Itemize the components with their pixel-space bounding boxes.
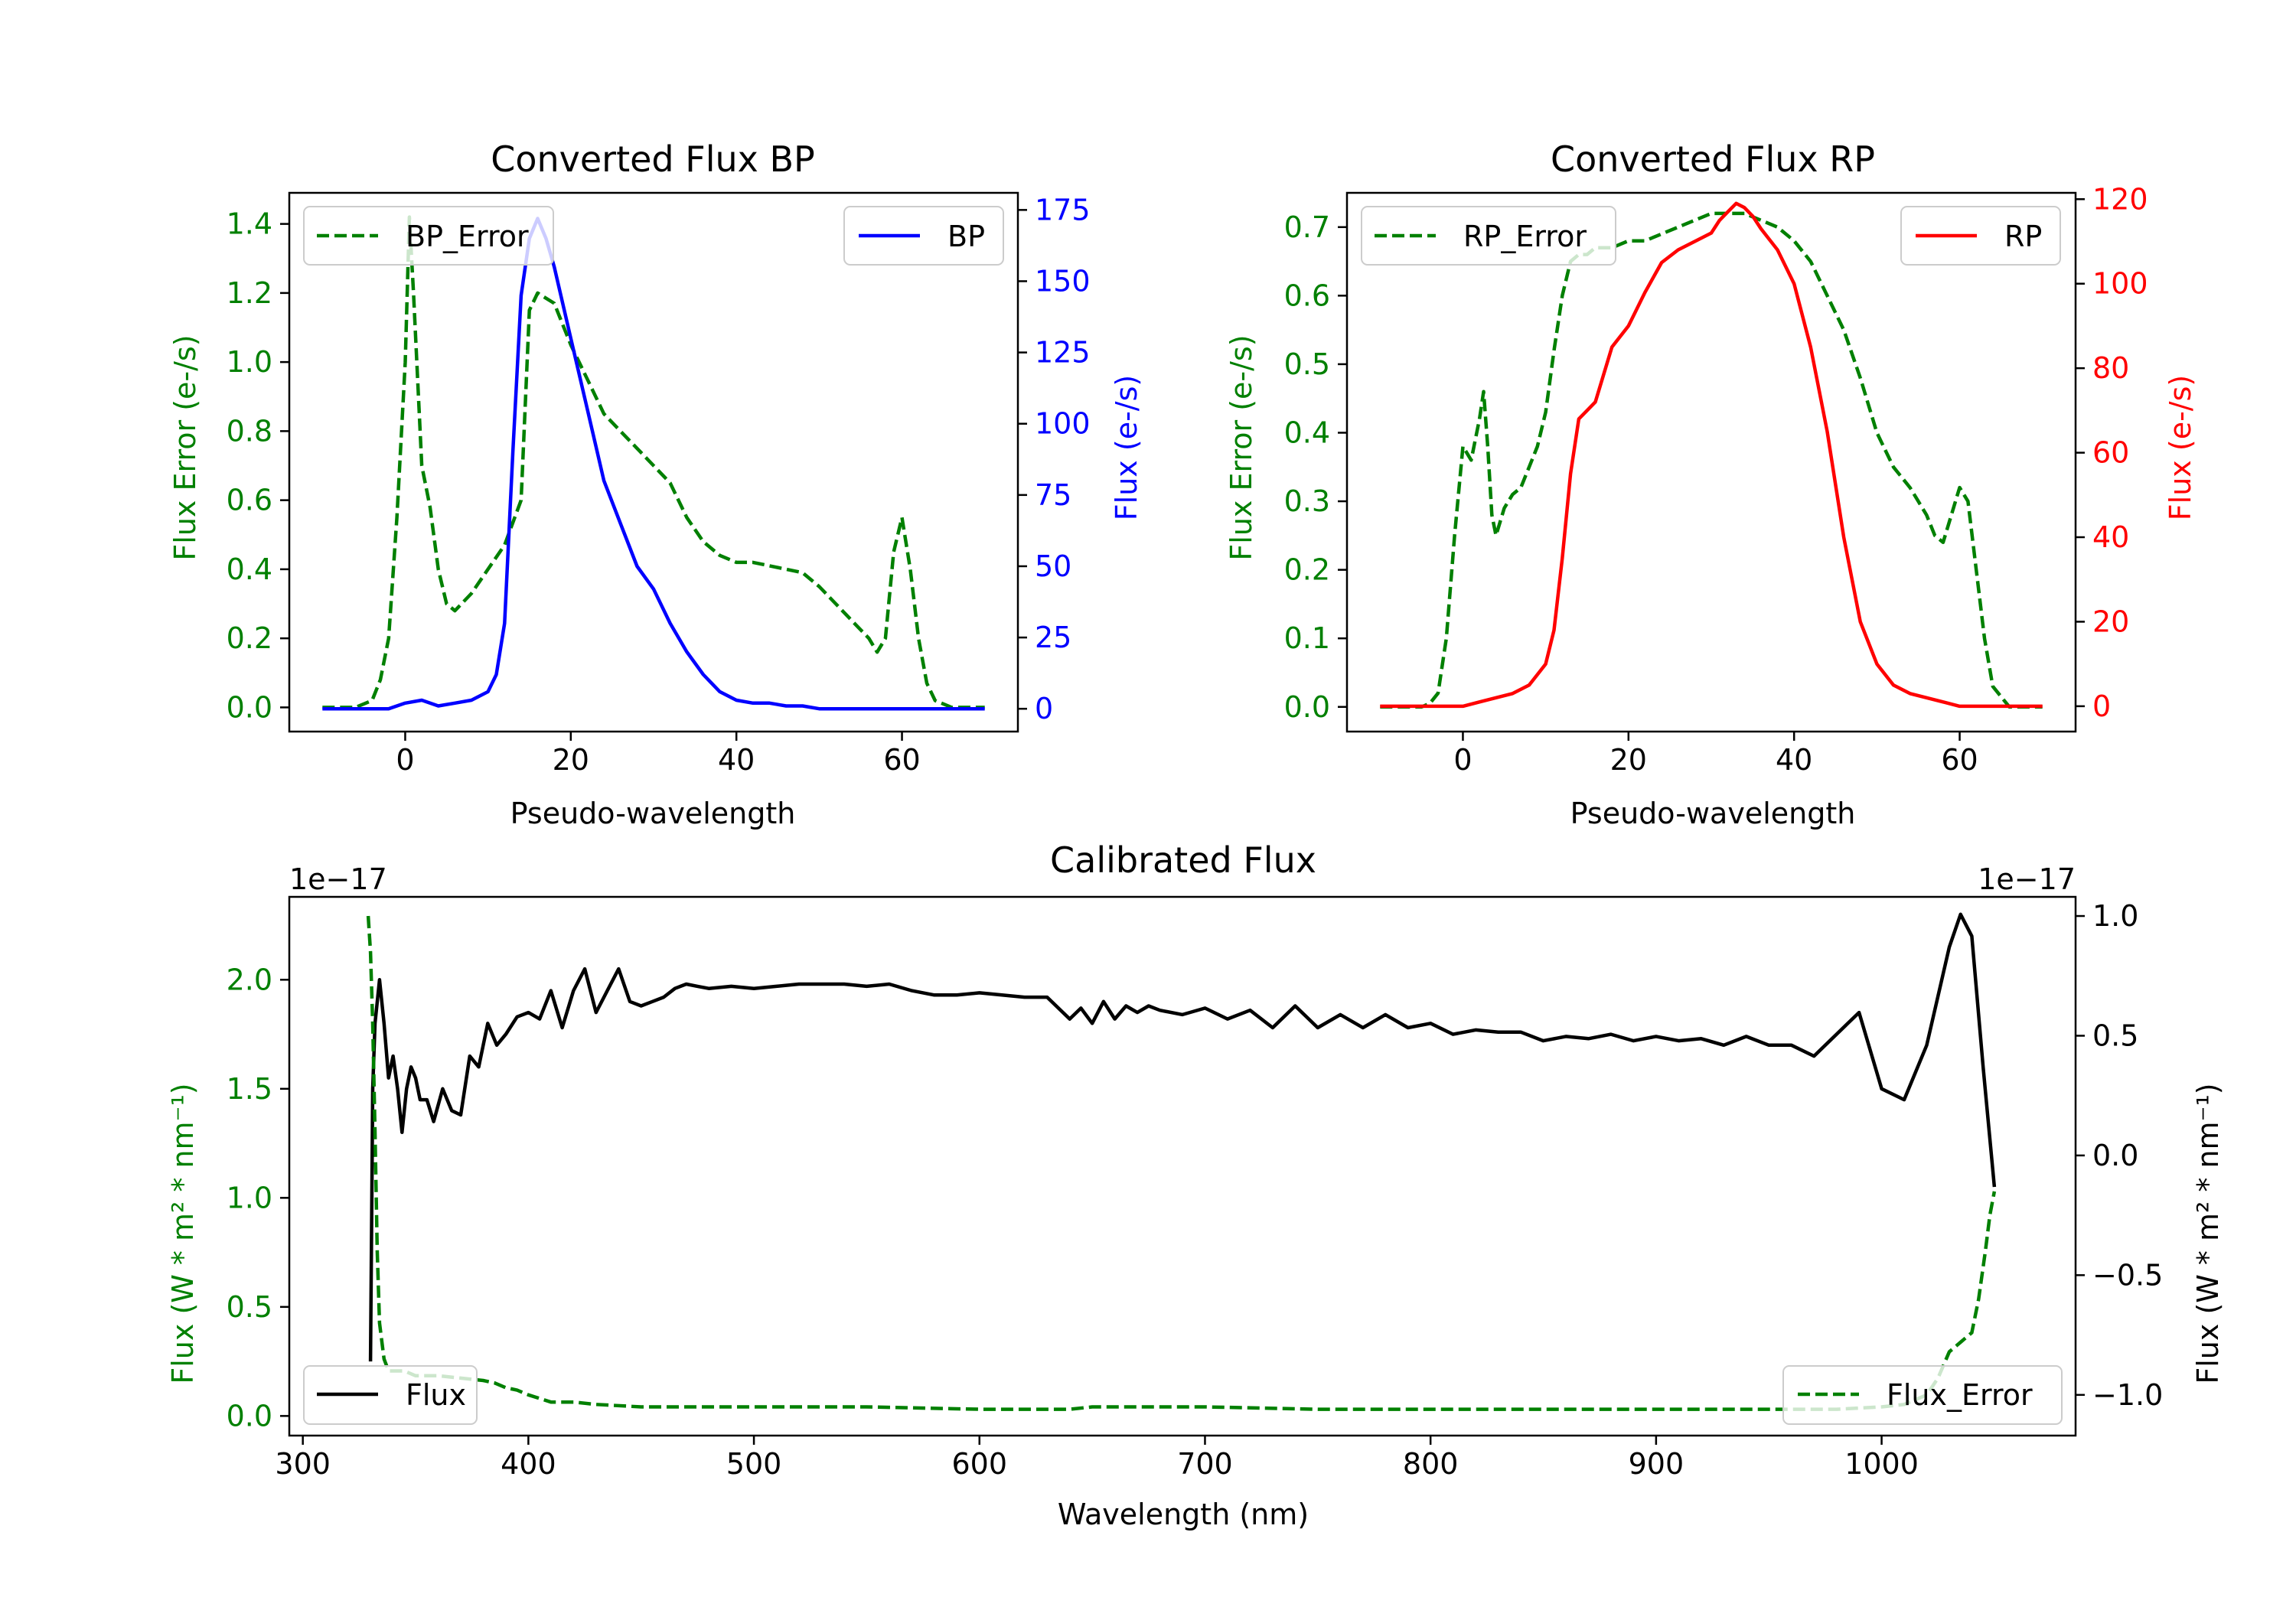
cal-xtick-label: 300 bbox=[275, 1447, 331, 1481]
rp-series-rp-error-line bbox=[1380, 211, 2043, 709]
cal-ytick-left-label: 0.0 bbox=[227, 1399, 272, 1433]
bp-xtick-label: 60 bbox=[883, 743, 920, 777]
rp-ytick-right-label: 60 bbox=[2092, 436, 2129, 470]
cal-ytick-right-label: 0.0 bbox=[2092, 1139, 2138, 1172]
cal-xtick-label: 700 bbox=[1177, 1447, 1233, 1481]
cal-xlabel: Wavelength (nm) bbox=[1058, 1498, 1309, 1531]
rp-ytick-right-label: 120 bbox=[2092, 182, 2148, 216]
bp-ytick-left-label: 1.4 bbox=[227, 207, 272, 241]
bp-ytick-left-label: 0.6 bbox=[227, 484, 272, 517]
bp-ytick-left-label: 1.2 bbox=[227, 276, 272, 310]
cal-xtick-label: 1000 bbox=[1844, 1447, 1919, 1481]
cal-ytick-right-label: −0.5 bbox=[2092, 1258, 2163, 1292]
bp-ytick-right-label: 25 bbox=[1035, 621, 1071, 654]
rp-xtick-label: 60 bbox=[1941, 743, 1978, 777]
rp-ytick-right-label: 80 bbox=[2092, 351, 2129, 385]
bp-ytick-right-label: 125 bbox=[1035, 336, 1091, 370]
bp-xtick-label: 20 bbox=[553, 743, 589, 777]
bp-ytick-right-label: 50 bbox=[1035, 549, 1071, 583]
bp-ytick-right-label: 75 bbox=[1035, 478, 1071, 512]
panel-rp: Converted Flux RP Pseudo-wavelength Flux… bbox=[1225, 139, 2197, 830]
bp-xtick-label: 40 bbox=[718, 743, 755, 777]
bp-ytick-right-label: 175 bbox=[1035, 193, 1091, 227]
cal-ytick-right-label: 1.0 bbox=[2092, 899, 2138, 933]
cal-xtick-label: 800 bbox=[1403, 1447, 1459, 1481]
cal-frame bbox=[288, 895, 2077, 1437]
rp-frame bbox=[1345, 191, 2077, 733]
cal-ytick-left-label: 1.0 bbox=[227, 1181, 272, 1214]
rp-ytick-right-label: 100 bbox=[2092, 267, 2148, 301]
rp-series-rp-line bbox=[1380, 201, 2043, 709]
rp-ytick-left-label: 0.4 bbox=[1284, 416, 1330, 449]
rp-ytick-left-label: 0.0 bbox=[1284, 690, 1330, 724]
bp-ytick-right-label: 0 bbox=[1035, 692, 1053, 725]
bp-ylabel-left: Flux Error (e-/s) bbox=[168, 334, 202, 560]
bp-legend-error-label: BP_Error bbox=[406, 220, 529, 253]
bp-ytick-right-label: 100 bbox=[1035, 407, 1091, 441]
cal-title: Calibrated Flux bbox=[1050, 839, 1316, 881]
bp-series-bp-error-line bbox=[322, 215, 985, 709]
rp-xlabel: Pseudo-wavelength bbox=[1570, 797, 1856, 830]
bp-legend-flux-label: BP bbox=[947, 220, 985, 253]
cal-xtick-label: 400 bbox=[501, 1447, 556, 1481]
bp-ytick-right-label: 150 bbox=[1035, 264, 1091, 298]
rp-ytick-left-label: 0.1 bbox=[1284, 621, 1330, 655]
cal-ylabel-right: Flux (W * m² * nm⁻¹) bbox=[2191, 1083, 2225, 1384]
rp-xtick-label: 0 bbox=[1453, 743, 1472, 777]
cal-legend-left: Flux bbox=[303, 1365, 478, 1425]
cal-legend-right: Flux_Error bbox=[1782, 1365, 2063, 1425]
cal-xtick-label: 600 bbox=[952, 1447, 1008, 1481]
bp-ytick-left-label: 1.0 bbox=[227, 345, 272, 379]
cal-legend-error-label: Flux_Error bbox=[1887, 1378, 2033, 1412]
rp-ytick-right-label: 0 bbox=[2092, 689, 2111, 723]
rp-ylabel-right: Flux (e-/s) bbox=[2164, 375, 2197, 520]
panel-bp: Converted Flux BP Pseudo-wavelength Flux… bbox=[168, 139, 1143, 830]
cal-legend-flux-label: Flux bbox=[406, 1378, 466, 1412]
bp-frame bbox=[288, 191, 1019, 733]
cal-series-flux-line bbox=[368, 912, 1997, 1362]
rp-ytick-right-label: 20 bbox=[2092, 605, 2129, 638]
bp-xtick-label: 0 bbox=[396, 743, 414, 777]
cal-offset-left: 1e−17 bbox=[289, 862, 387, 896]
rp-ytick-left-label: 0.7 bbox=[1284, 210, 1330, 244]
rp-legend-flux-label: RP bbox=[2004, 220, 2042, 253]
rp-ytick-left-label: 0.3 bbox=[1284, 484, 1330, 518]
cal-ytick-left-label: 1.5 bbox=[227, 1072, 272, 1106]
bp-legend-right: BP bbox=[843, 206, 1004, 266]
bp-series-bp-line bbox=[322, 217, 985, 711]
rp-ytick-left-label: 0.5 bbox=[1284, 347, 1330, 381]
panel-calibrated: Calibrated Flux Wavelength (nm) Flux (W … bbox=[166, 839, 2225, 1531]
rp-ytick-right-label: 40 bbox=[2092, 520, 2129, 554]
bp-title: Converted Flux BP bbox=[491, 139, 815, 180]
cal-offset-right: 1e−17 bbox=[1978, 862, 2076, 896]
bp-ytick-left-label: 0.2 bbox=[227, 621, 272, 655]
rp-xtick-label: 40 bbox=[1776, 743, 1812, 777]
bp-legend-left: BP_Error bbox=[303, 206, 554, 266]
rp-legend-left: RP_Error bbox=[1361, 206, 1616, 266]
rp-ylabel-left: Flux Error (e-/s) bbox=[1225, 334, 1258, 560]
bp-ylabel-right: Flux (e-/s) bbox=[1110, 375, 1143, 520]
cal-xtick-label: 500 bbox=[726, 1447, 782, 1481]
rp-legend-right: RP bbox=[1900, 206, 2061, 266]
rp-ytick-left-label: 0.2 bbox=[1284, 553, 1330, 587]
cal-xtick-label: 900 bbox=[1629, 1447, 1684, 1481]
cal-ytick-right-label: −1.0 bbox=[2092, 1378, 2163, 1412]
rp-title: Converted Flux RP bbox=[1551, 139, 1875, 180]
cal-ytick-left-label: 0.5 bbox=[227, 1290, 272, 1324]
bp-ytick-left-label: 0.0 bbox=[227, 690, 272, 724]
bp-xlabel: Pseudo-wavelength bbox=[510, 797, 796, 830]
cal-ytick-left-label: 2.0 bbox=[227, 963, 272, 996]
cal-ylabel-left: Flux (W * m² * nm⁻¹) bbox=[166, 1083, 200, 1384]
rp-ytick-left-label: 0.6 bbox=[1284, 279, 1330, 312]
cal-ytick-right-label: 0.5 bbox=[2092, 1019, 2138, 1052]
bp-ytick-left-label: 0.8 bbox=[227, 414, 272, 448]
bp-ytick-left-label: 0.4 bbox=[227, 553, 272, 586]
rp-legend-error-label: RP_Error bbox=[1463, 220, 1587, 253]
rp-xtick-label: 20 bbox=[1610, 743, 1647, 777]
